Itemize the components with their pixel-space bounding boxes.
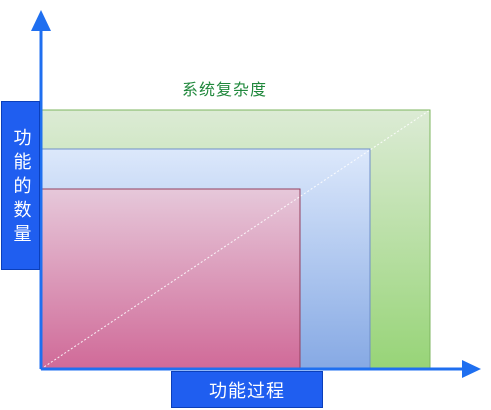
x-axis-arrowhead xyxy=(462,360,481,378)
system-complexity-label: 系统复杂度 xyxy=(182,80,268,99)
inner-region xyxy=(40,188,301,370)
y-axis-label-box: 功能的数量 xyxy=(1,101,40,270)
x-axis-label-box: 功能过程 xyxy=(171,371,323,408)
y-axis-arrowhead xyxy=(31,10,51,31)
y-axis-label: 功能的数量 xyxy=(10,127,32,248)
x-axis-label: 功能过程 xyxy=(209,380,285,402)
diagonal-line xyxy=(40,109,431,370)
